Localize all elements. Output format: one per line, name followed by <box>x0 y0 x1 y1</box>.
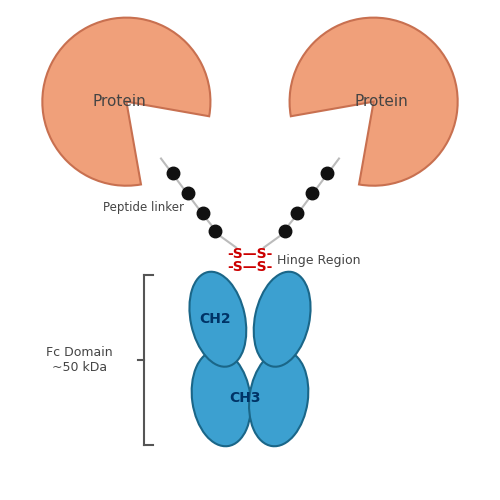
Text: Hinge Region: Hinge Region <box>277 254 360 268</box>
Text: Protein: Protein <box>354 94 408 109</box>
Ellipse shape <box>192 350 251 446</box>
Text: Protein: Protein <box>92 94 146 109</box>
Ellipse shape <box>190 272 246 366</box>
Text: CH2: CH2 <box>200 312 231 326</box>
Text: -S—S-: -S—S- <box>228 260 272 274</box>
Text: Fc Domain
~50 kDa: Fc Domain ~50 kDa <box>46 346 112 374</box>
Text: Peptide linker: Peptide linker <box>103 202 184 214</box>
Wedge shape <box>42 18 210 185</box>
Wedge shape <box>290 18 458 185</box>
Ellipse shape <box>254 272 310 366</box>
Ellipse shape <box>249 350 308 446</box>
Text: CH3: CH3 <box>230 392 261 406</box>
Text: -S—S-: -S—S- <box>228 247 272 261</box>
